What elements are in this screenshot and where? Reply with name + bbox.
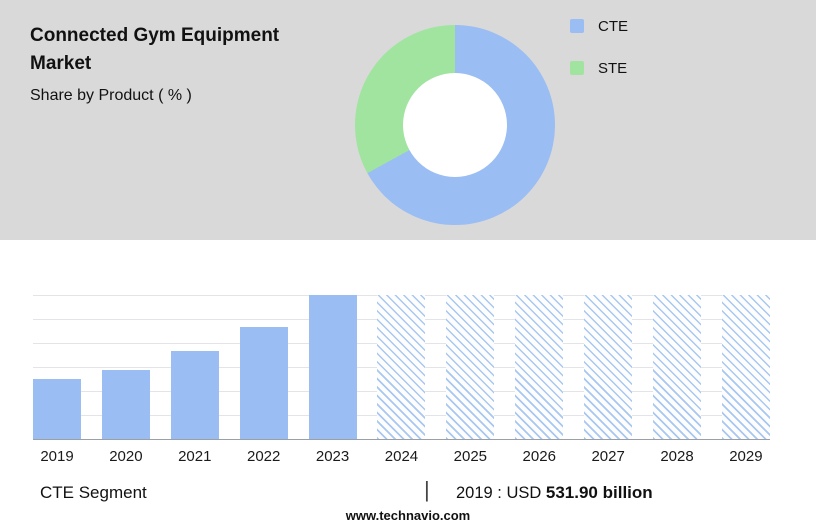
page-subtitle: Share by Product ( % ) — [30, 87, 192, 104]
x-label-2027: 2027 — [591, 448, 625, 465]
legend-label-ste: STE — [598, 59, 628, 77]
bar-2022 — [239, 326, 288, 439]
legend-label-cte: CTE — [598, 17, 628, 35]
separator: | — [424, 477, 430, 502]
bar-forecast-2027 — [584, 295, 633, 439]
bar-2019 — [33, 378, 81, 439]
title-block: Connected Gym Equipment Market Share by … — [30, 22, 315, 106]
bar-forecast-2025 — [446, 295, 495, 439]
legend: CTE STE — [570, 18, 628, 102]
segment-label: CTE Segment — [40, 483, 147, 502]
market-value-prefix: 2019 : USD — [456, 484, 542, 502]
bar-2021 — [170, 351, 219, 439]
bar-chart — [33, 295, 770, 440]
bar-2023 — [308, 295, 357, 439]
market-value-number: 531.90 billion — [545, 483, 653, 502]
bar-forecast-2024 — [377, 295, 426, 439]
x-axis-labels: 2019 2020 2021 2022 2023 2024 2025 2026 2027 2028… — [33, 448, 770, 465]
page-title: Connected Gym Equipment Market — [30, 25, 280, 74]
bars-container — [33, 295, 770, 439]
x-label-2019: 2019 — [40, 448, 74, 465]
x-label-2024: 2024 — [384, 448, 419, 465]
x-label-2020: 2020 — [109, 448, 143, 465]
legend-swatch-ste — [570, 61, 584, 75]
bar-2020 — [101, 369, 150, 439]
legend-swatch-cte — [570, 19, 584, 33]
donut-hole — [403, 73, 507, 177]
x-label-2026: 2026 — [522, 448, 556, 465]
legend-item-ste: STE — [570, 59, 628, 77]
x-label-2028: 2028 — [660, 448, 694, 465]
x-label-2029: 2029 — [729, 448, 763, 465]
x-label-2025: 2025 — [453, 448, 488, 465]
bar-forecast-2028 — [653, 295, 702, 439]
x-label-2022: 2022 — [246, 448, 281, 465]
legend-item-cte: CTE — [570, 17, 628, 35]
market-value: 2019 : USD 531.90 billion — [456, 483, 653, 503]
share-panel: Connected Gym Equipment Market Share by … — [0, 0, 816, 240]
donut-chart — [355, 25, 555, 225]
website-text: www.technavio.com — [345, 508, 471, 523]
bar-forecast-2026 — [515, 295, 564, 439]
x-label-2021: 2021 — [178, 448, 212, 465]
bar-forecast-2029 — [721, 295, 770, 439]
x-label-2023: 2023 — [315, 448, 350, 465]
